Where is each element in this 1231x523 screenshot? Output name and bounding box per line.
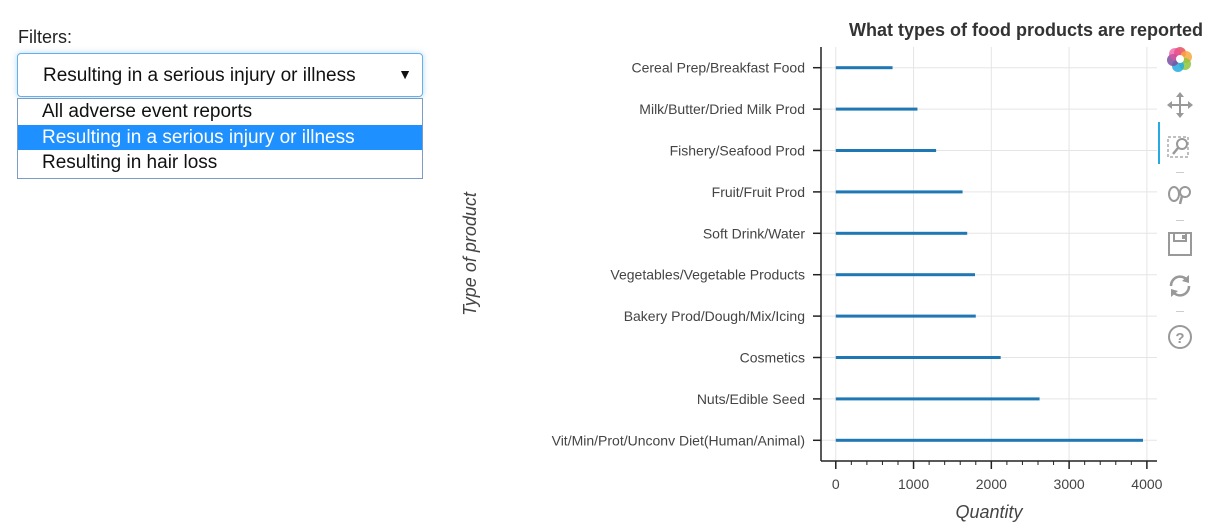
bar <box>835 107 918 111</box>
y-tick-label: Vit/Min/Prot/Unconv Diet(Human/Animal) <box>552 432 805 448</box>
y-tick-label: Cosmetics <box>740 350 805 366</box>
filter-select-value: Resulting in a serious injury or illness <box>43 65 356 86</box>
bar <box>835 273 975 277</box>
x-tick-label: 3000 <box>1054 476 1085 492</box>
y-tick-label: Fishery/Seafood Prod <box>670 143 805 159</box>
svg-text:?: ? <box>1175 330 1184 347</box>
bar <box>835 66 893 70</box>
y-tick-label: Nuts/Edible Seed <box>697 391 805 407</box>
filter-option[interactable]: Resulting in hair loss <box>42 152 218 173</box>
help-icon[interactable]: ? <box>1166 323 1194 351</box>
y-tick-label: Soft Drink/Water <box>703 225 806 241</box>
toolbar-separator <box>1176 172 1184 173</box>
x-tick-label: 0 <box>832 476 840 492</box>
filter-option[interactable]: All adverse event reports <box>42 101 253 122</box>
reset-icon[interactable] <box>1166 272 1194 300</box>
bar <box>835 397 1040 401</box>
filter-option-list: All adverse event reports Resulting in a… <box>17 98 423 179</box>
chevron-down-icon: ▼ <box>398 66 412 82</box>
y-tick-label: Cereal Prep/Breakfast Food <box>631 60 805 76</box>
toolbar-separator <box>1176 311 1184 312</box>
bar <box>835 149 937 152</box>
x-axis-title: Quantity <box>955 502 1023 522</box>
y-tick-label: Vegetables/Vegetable Products <box>610 267 805 283</box>
x-tick-label: 4000 <box>1131 476 1162 492</box>
chart-toolbar: ? <box>1158 40 1204 360</box>
y-axis-title: Type of product <box>460 191 480 316</box>
bar <box>835 356 1001 359</box>
pan-icon[interactable] <box>1166 91 1194 119</box>
toolbar-separator <box>1176 220 1184 221</box>
active-tool-indicator <box>1158 122 1160 164</box>
x-tick-label: 2000 <box>976 476 1007 492</box>
filters-label: Filters: <box>18 27 72 47</box>
bokeh-logo-icon[interactable] <box>1166 45 1194 73</box>
bar <box>835 231 968 235</box>
chart-title: What types of food products are reported <box>849 20 1203 40</box>
bar <box>835 314 976 318</box>
bars <box>835 66 1143 442</box>
bar <box>835 190 963 194</box>
y-tick-label: Milk/Butter/Dried Milk Prod <box>639 101 805 117</box>
y-tick-label: Fruit/Fruit Prod <box>712 184 805 200</box>
bar <box>835 438 1143 442</box>
filter-option[interactable]: Resulting in a serious injury or illness <box>18 124 422 150</box>
box-zoom-icon[interactable] <box>1166 133 1194 161</box>
y-tick-label: Bakery Prod/Dough/Mix/Icing <box>624 308 805 324</box>
wheel-zoom-icon[interactable] <box>1166 181 1194 209</box>
save-icon[interactable] <box>1166 230 1194 258</box>
x-tick-label: 1000 <box>898 476 929 492</box>
axes: Cereal Prep/Breakfast Food Milk/Butter/Dr… <box>552 47 1163 492</box>
filter-select[interactable]: Resulting in a serious injury or illness… <box>17 53 423 97</box>
